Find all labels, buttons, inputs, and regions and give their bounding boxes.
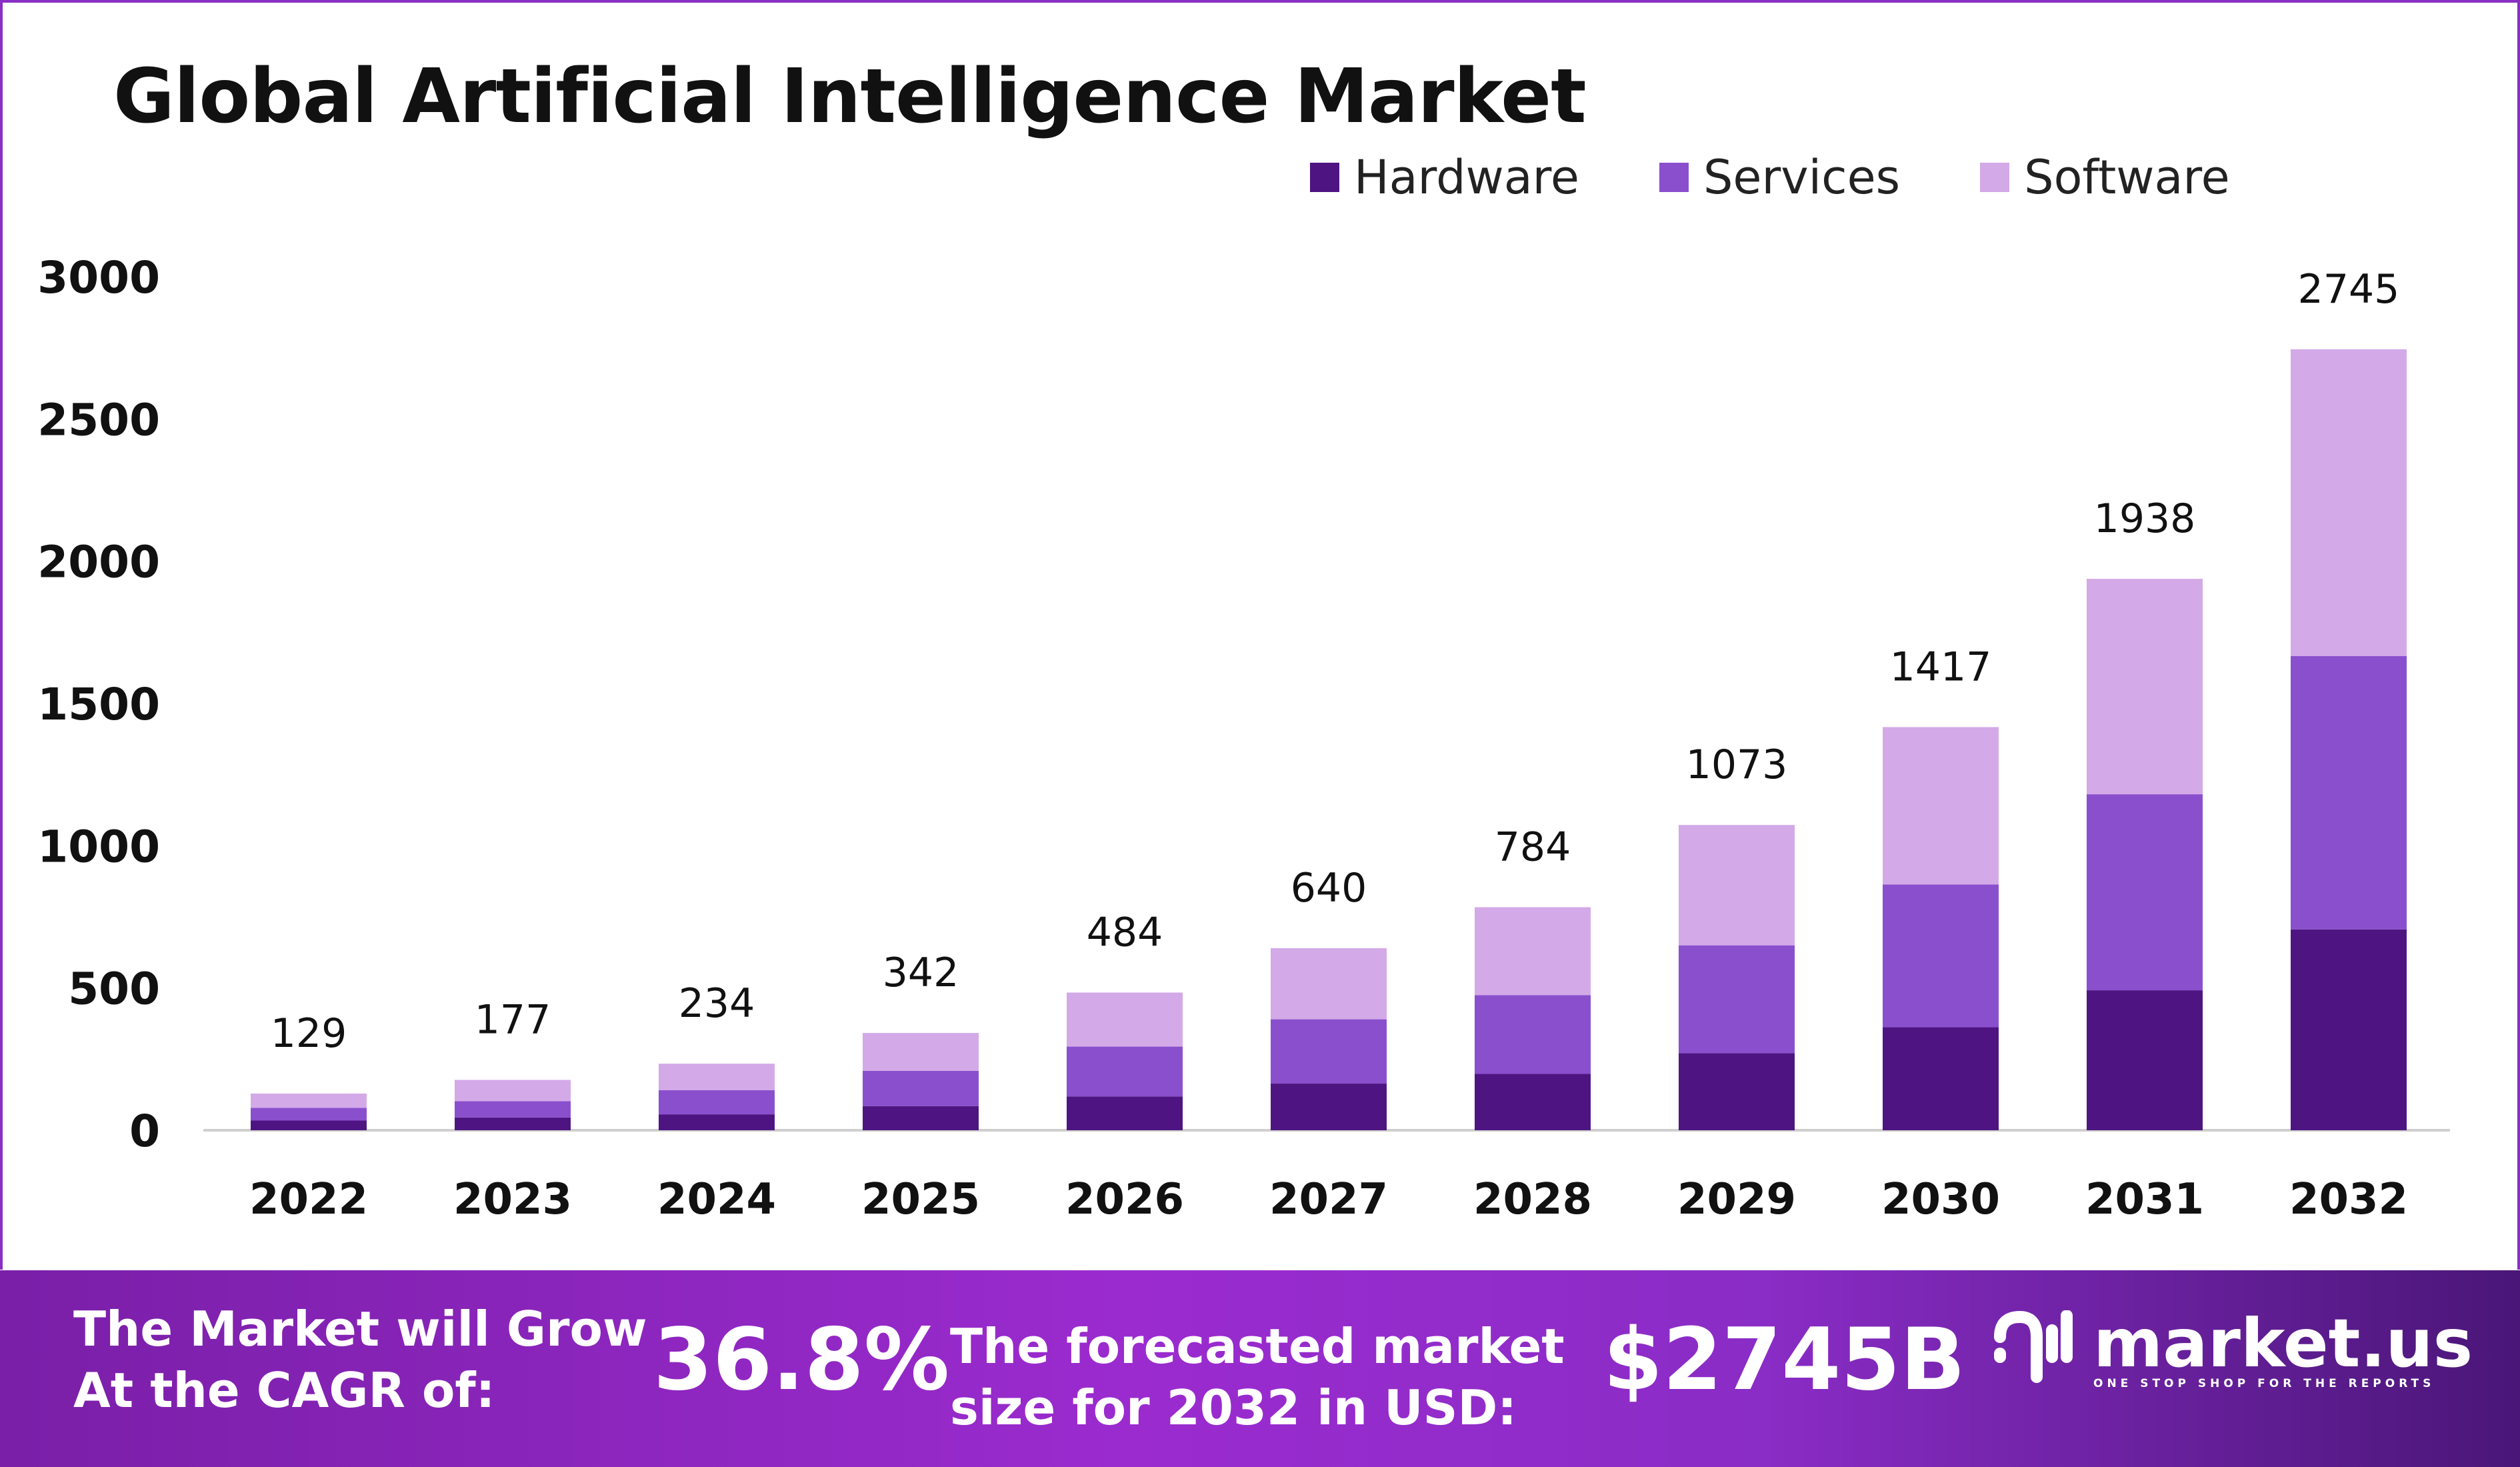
bar-segment-hardware [1883, 1027, 1999, 1130]
bar-segment-hardware [455, 1117, 571, 1130]
bar-segment-services [1067, 1046, 1183, 1097]
x-tick-label: 2024 [657, 1175, 776, 1224]
total-data-label: 2745 [2298, 266, 2400, 313]
legend-swatch-hardware [1310, 163, 1339, 192]
total-data-label: 342 [883, 950, 959, 996]
total-data-label: 1938 [2094, 495, 2196, 542]
legend-item-hardware: Hardware [1310, 150, 1579, 205]
x-tick-label: 2025 [861, 1175, 980, 1224]
legend-label: Software [2024, 150, 2230, 205]
bar-segment-hardware [1067, 1096, 1183, 1130]
x-tick-label: 2027 [1269, 1175, 1388, 1224]
y-tick-label: 2500 [37, 394, 160, 445]
bar-segment-software [251, 1093, 367, 1108]
bar-segment-services [455, 1101, 571, 1118]
y-tick-label: 0 [129, 1106, 160, 1157]
x-tick-label: 2030 [1881, 1175, 2000, 1224]
legend-item-software: Software [1980, 150, 2230, 205]
logo-text: market.us [2093, 1304, 2473, 1382]
legend-label: Services [1703, 150, 1901, 205]
x-tick-label: 2023 [453, 1175, 572, 1224]
x-tick-label: 2022 [249, 1175, 368, 1224]
y-tick-label: 1500 [37, 679, 160, 730]
forecast-value: $2745B [1603, 1310, 1965, 1410]
y-tick-label: 2000 [37, 537, 160, 588]
bar-segment-services [1271, 1019, 1387, 1084]
bar-segment-software [659, 1064, 775, 1090]
bar-segment-services [1679, 945, 1795, 1054]
x-tick-label: 2031 [2085, 1175, 2204, 1224]
x-tick-label: 2028 [1473, 1175, 1592, 1224]
bar-segment-hardware [2291, 929, 2407, 1130]
total-data-label: 640 [1291, 865, 1367, 912]
logo-tagline: ONE STOP SHOP FOR THE REPORTS [2093, 1377, 2435, 1390]
bar-segment-hardware [1271, 1084, 1387, 1130]
forecast-label-line: size for 2032 in USD: [950, 1380, 1517, 1436]
forecast-label-line: The forecasted market [950, 1318, 1565, 1374]
cagr-label: The Market will Grow At the CAGR of: [73, 1298, 647, 1421]
bar-segment-services [251, 1108, 367, 1121]
stacked-bar-chart: 0 500 1000 1500 2000 2500 3000 2022 129 2023 177 20… [37, 252, 2450, 1224]
bar-segment-hardware [251, 1120, 367, 1130]
cagr-value: 36.8% [653, 1310, 950, 1410]
x-tick-label: 2032 [2289, 1175, 2408, 1224]
bar-segment-software [1883, 727, 1999, 885]
bar-segment-services [2291, 655, 2407, 930]
bar-segment-software [863, 1033, 979, 1071]
bar-segment-services [1883, 884, 1999, 1028]
cagr-label-line: The Market will Grow [73, 1301, 647, 1357]
cagr-label-line: At the CAGR of: [73, 1362, 495, 1418]
total-data-label: 129 [271, 1010, 347, 1057]
bar-segment-software [2291, 349, 2407, 656]
y-tick-label: 3000 [37, 252, 160, 303]
x-tick-label: 2026 [1065, 1175, 1184, 1224]
bar-segment-software [1679, 825, 1795, 946]
bar-segment-software [1271, 948, 1387, 1020]
legend-item-services: Services [1659, 150, 1900, 205]
total-data-label: 784 [1495, 824, 1571, 870]
bar-segment-software [1067, 992, 1183, 1047]
legend-label: Hardware [1354, 150, 1579, 205]
bar-segment-software [455, 1080, 571, 1102]
total-data-label: 484 [1087, 909, 1163, 956]
total-data-label: 177 [475, 996, 551, 1043]
bar-segment-hardware [863, 1106, 979, 1130]
bar-segment-services [1475, 995, 1591, 1074]
legend: Hardware Services Software [1310, 150, 2230, 205]
legend-swatch-software [1980, 163, 2010, 192]
chart-frame [0, 0, 2520, 1270]
bar-segment-services [863, 1070, 979, 1106]
market-us-logo: market.us ONE STOP SHOP FOR THE REPORTS [1993, 1310, 2473, 1390]
logo-icon [1994, 1310, 2073, 1383]
bar-segment-services [2087, 794, 2203, 991]
summary-banner: The Market will Grow At the CAGR of: 36.8… [0, 1270, 2520, 1467]
chart-title: Global Artificial Intelligence Market [113, 53, 1587, 140]
legend-swatch-services [1659, 163, 1689, 192]
bar-segment-software [2087, 579, 2203, 795]
x-tick-label: 2029 [1677, 1175, 1796, 1224]
bar-segment-hardware [2087, 990, 2203, 1130]
bar-segment-hardware [1679, 1053, 1795, 1130]
bar-segment-hardware [1475, 1074, 1591, 1130]
bar-segment-software [1475, 907, 1591, 996]
total-data-label: 234 [679, 980, 755, 1027]
y-tick-label: 500 [68, 964, 160, 1015]
bar-segment-hardware [659, 1114, 775, 1130]
y-tick-label: 1000 [37, 821, 160, 872]
forecast-label: The forecasted market size for 2032 in US… [950, 1316, 1565, 1438]
bar-segment-services [659, 1090, 775, 1115]
total-data-label: 1073 [1686, 742, 1788, 788]
total-data-label: 1417 [1890, 643, 1992, 690]
